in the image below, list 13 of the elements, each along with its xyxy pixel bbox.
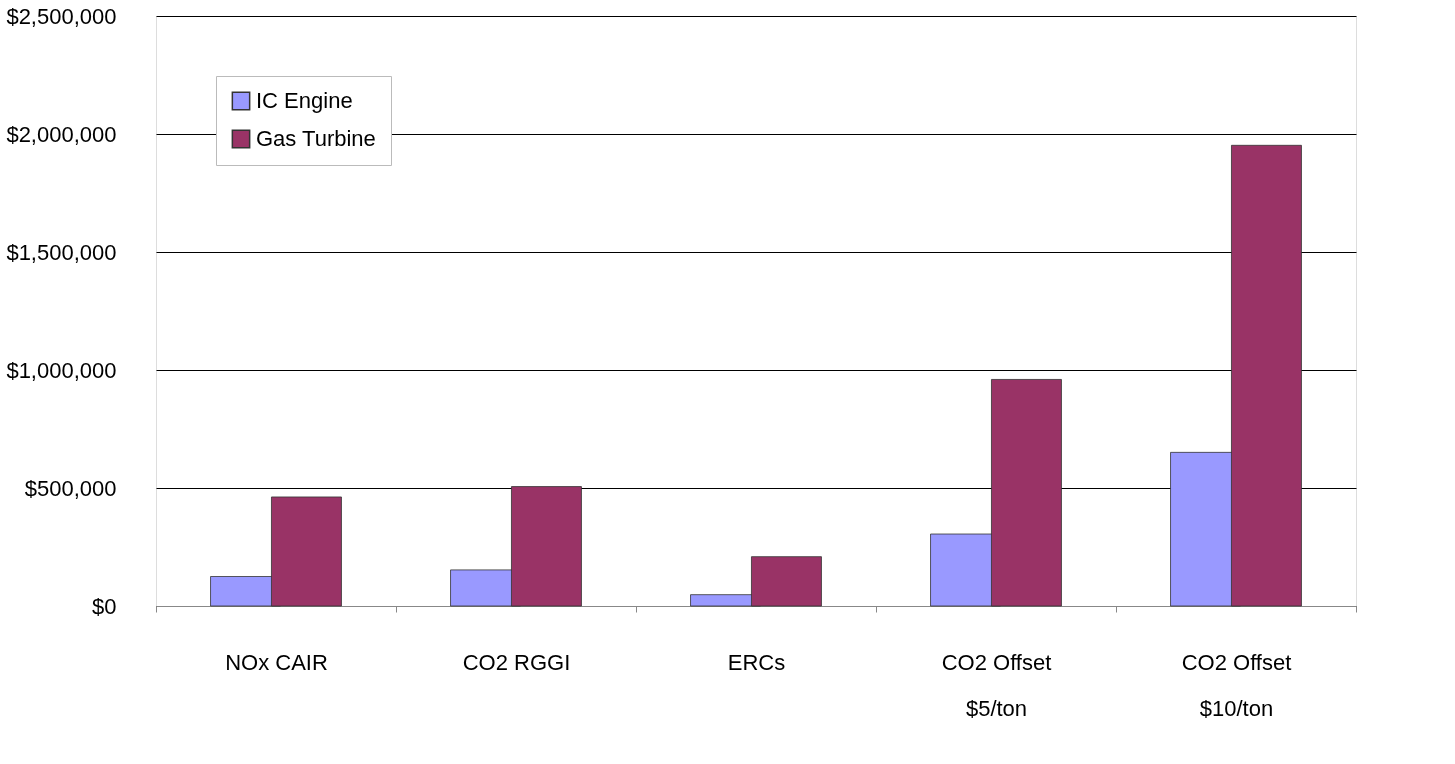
x-tick-label: CO2 Offset $10/ton	[1181, 649, 1292, 721]
y-tick-label: $500,000	[24, 475, 117, 501]
y-tick-label: $0	[92, 593, 117, 619]
x-tick-label: ERCs	[727, 649, 786, 675]
legend-label: IC Engine	[256, 88, 353, 113]
y-tick-label: $2,500,000	[6, 3, 117, 29]
x-tick-label: NOx CAIR	[225, 649, 328, 675]
legend-label: Gas Turbine	[256, 126, 376, 151]
x-tick-label: CO2 Offset $5/ton	[941, 649, 1052, 721]
y-tick-label: $1,500,000	[6, 239, 117, 265]
y-tick-label: $2,000,000	[6, 121, 117, 147]
x-tick-label: CO2 RGGI	[462, 649, 571, 675]
y-tick-label: $1,000,000	[6, 357, 117, 383]
